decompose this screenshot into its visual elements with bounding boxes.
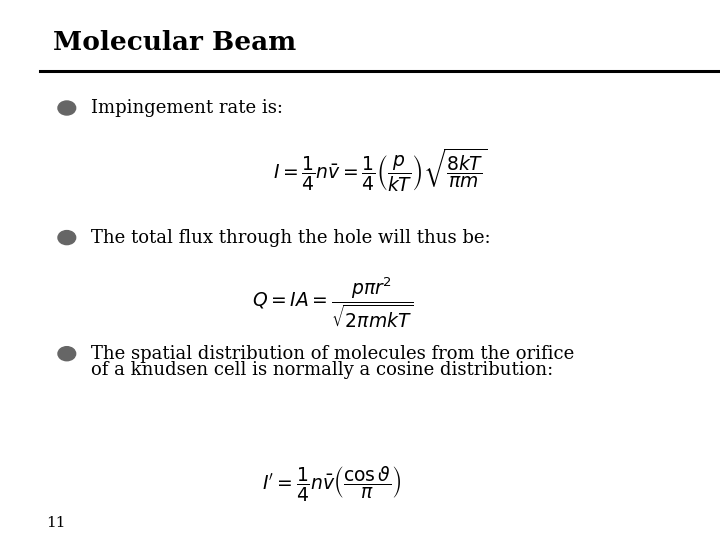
Circle shape	[58, 101, 76, 115]
Text: $Q = IA = \dfrac{p\pi r^{2}}{\sqrt{2\pi m k T}}$: $Q = IA = \dfrac{p\pi r^{2}}{\sqrt{2\pi …	[251, 275, 413, 330]
Text: The spatial distribution of molecules from the orifice: The spatial distribution of molecules fr…	[91, 345, 574, 363]
Text: The total flux through the hole will thus be:: The total flux through the hole will thu…	[91, 228, 490, 247]
Text: Molecular Beam: Molecular Beam	[53, 30, 297, 55]
Circle shape	[58, 347, 76, 361]
Text: of a knudsen cell is normally a cosine distribution:: of a knudsen cell is normally a cosine d…	[91, 361, 553, 379]
Text: MSE 576  Thin Films: MSE 576 Thin Films	[14, 205, 25, 335]
Circle shape	[58, 231, 76, 245]
Text: $I = \dfrac{1}{4}n\bar{v} = \dfrac{1}{4}\left(\dfrac{p}{kT}\right)\sqrt{\dfrac{8: $I = \dfrac{1}{4}n\bar{v} = \dfrac{1}{4}…	[273, 146, 487, 194]
Text: 11: 11	[46, 516, 66, 530]
Text: Impingement rate is:: Impingement rate is:	[91, 99, 283, 117]
Text: $I' = \dfrac{1}{4}n\bar{v}\left(\dfrac{\cos\vartheta}{\pi}\right)$: $I' = \dfrac{1}{4}n\bar{v}\left(\dfrac{\…	[262, 464, 402, 503]
